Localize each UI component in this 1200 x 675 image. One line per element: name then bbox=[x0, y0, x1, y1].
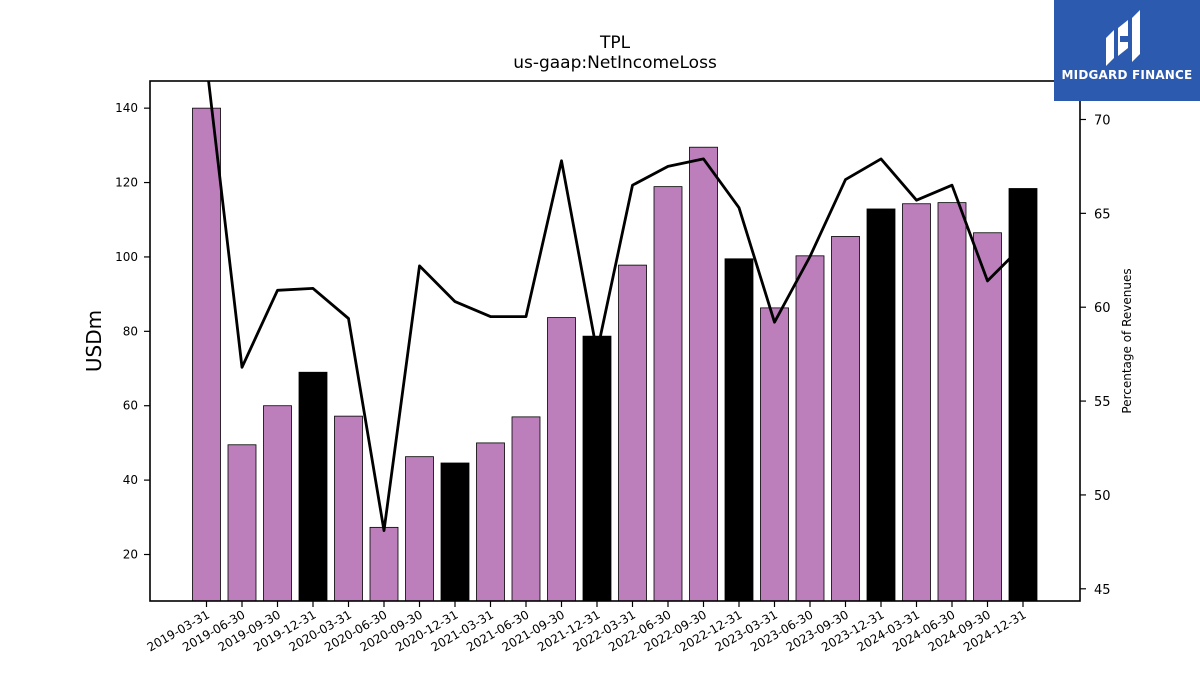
y2-axis-label: Percentage of Revenues bbox=[1120, 268, 1134, 413]
bar bbox=[369, 526, 399, 602]
midgard-logo-icon bbox=[1106, 10, 1140, 66]
y-tick-label: 40 bbox=[123, 473, 138, 487]
y-tick-label: 140 bbox=[115, 101, 138, 115]
y2-tick-label: 60 bbox=[1094, 301, 1111, 316]
y2-tick-label: 55 bbox=[1094, 395, 1111, 410]
bar bbox=[582, 335, 612, 602]
chart-title: TPL bbox=[599, 33, 631, 53]
bar bbox=[724, 258, 754, 602]
y2-tick-label: 45 bbox=[1094, 583, 1111, 598]
bar bbox=[476, 442, 505, 602]
bar bbox=[334, 415, 363, 602]
bar bbox=[263, 405, 292, 602]
y-tick-label: 20 bbox=[123, 548, 138, 562]
chart-subtitle: us-gaap:NetIncomeLoss bbox=[513, 53, 717, 73]
brand-logo: MIDGARD FINANCE bbox=[1054, 0, 1200, 101]
y-tick-label: 80 bbox=[123, 324, 138, 338]
bar bbox=[689, 146, 718, 602]
y-tick-label: 120 bbox=[115, 176, 138, 190]
bar bbox=[760, 307, 789, 602]
bar bbox=[831, 236, 860, 602]
bar bbox=[653, 186, 683, 602]
bar bbox=[866, 208, 896, 602]
bar-series bbox=[192, 107, 1038, 602]
y2-tick-label: 50 bbox=[1094, 489, 1111, 504]
bar bbox=[405, 456, 434, 602]
y-tick-label: 60 bbox=[123, 399, 138, 413]
y2-tick-label: 70 bbox=[1094, 113, 1111, 128]
bar bbox=[973, 232, 1002, 602]
bar bbox=[440, 462, 470, 602]
bar bbox=[547, 317, 576, 602]
bar bbox=[1008, 188, 1038, 602]
y2-tick-label: 65 bbox=[1094, 207, 1111, 222]
bar bbox=[298, 371, 328, 602]
plot-frame bbox=[149, 80, 1081, 602]
bar bbox=[937, 202, 967, 602]
bar bbox=[902, 203, 931, 602]
bar bbox=[511, 416, 541, 602]
bar bbox=[227, 444, 257, 602]
bar bbox=[795, 255, 825, 602]
percentage-line bbox=[207, 81, 1024, 532]
y-tick-label: 100 bbox=[115, 250, 138, 264]
y-axis-label: USDm bbox=[82, 310, 106, 372]
bar bbox=[192, 107, 221, 602]
bar bbox=[618, 264, 647, 602]
line-series bbox=[207, 81, 1024, 532]
brand-name: MIDGARD FINANCE bbox=[1061, 68, 1193, 82]
